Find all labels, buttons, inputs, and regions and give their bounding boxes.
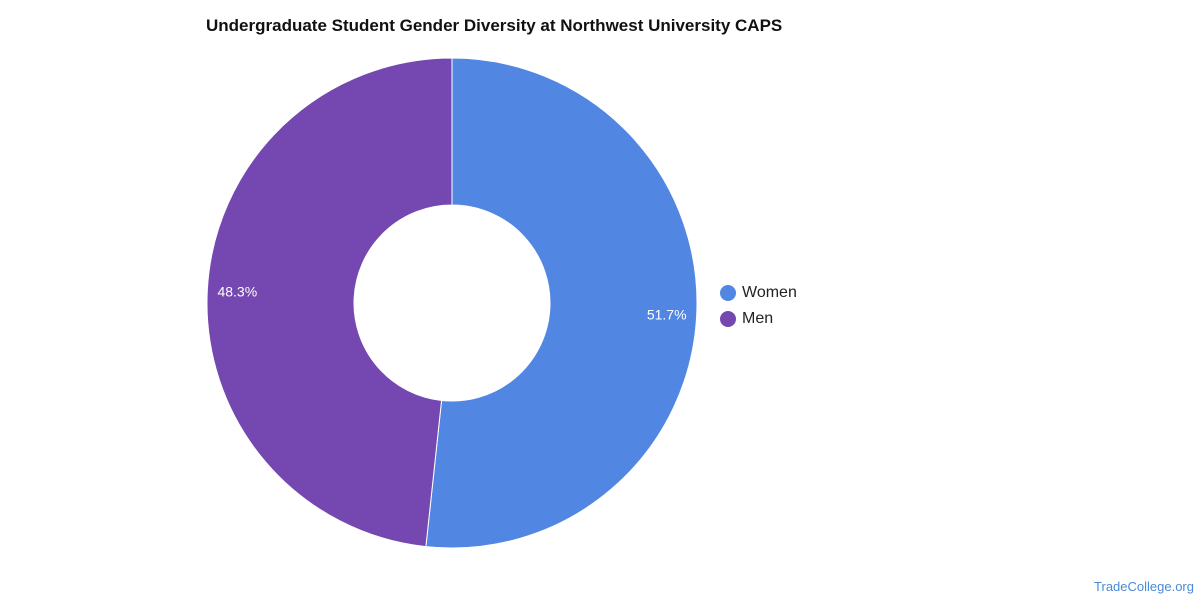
slice-value-label-men: 48.3% xyxy=(217,284,257,300)
legend-label-women: Women xyxy=(742,284,797,301)
legend-swatch-women xyxy=(720,285,736,301)
slice-value-label-women: 51.7% xyxy=(647,306,687,322)
legend-label-men: Men xyxy=(742,310,774,327)
donut-slice-women[interactable] xyxy=(425,57,698,549)
legend-item-men[interactable]: Men xyxy=(720,306,797,332)
chart-legend: Women Men xyxy=(720,280,797,332)
legend-item-women[interactable]: Women xyxy=(720,280,797,306)
chart-title: Undergraduate Student Gender Diversity a… xyxy=(206,16,783,35)
donut-slice-men[interactable] xyxy=(206,57,453,548)
legend-swatch-men xyxy=(720,311,736,327)
watermark-link[interactable]: TradeCollege.org xyxy=(1094,579,1194,594)
